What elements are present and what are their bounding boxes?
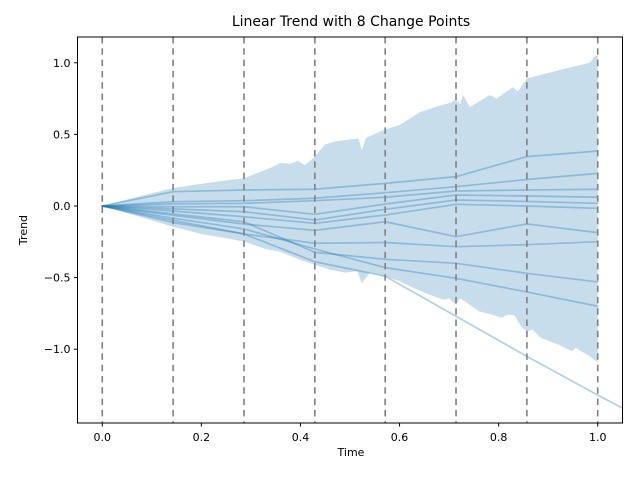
chart-title: Linear Trend with 8 Change Points	[231, 14, 471, 30]
x-tick-label: 0.6	[391, 431, 409, 444]
y-tick-label: 0.5	[53, 128, 71, 141]
trend-sample-9	[101, 205, 599, 283]
trend-sample-4	[101, 194, 599, 216]
trend-sample-2	[101, 172, 599, 207]
x-tick-label: 0.2	[193, 431, 211, 444]
trend-sample-6	[101, 203, 599, 225]
y-tick-label: 0.0	[53, 200, 71, 213]
trend-sample-8	[101, 205, 599, 248]
trend-sample-1	[101, 150, 599, 207]
y-tick-label: −0.5	[44, 272, 71, 285]
x-tick-label: 0.8	[490, 431, 508, 444]
uncertainty-band	[102, 55, 598, 363]
trend-sample-3	[101, 188, 599, 207]
trend-sample-5	[101, 199, 599, 221]
x-tick-label: 0.4	[292, 431, 310, 444]
x-tick-label: 0.0	[94, 431, 112, 444]
y-tick-label: 1.0	[53, 57, 71, 70]
plot-border	[77, 36, 623, 424]
y-tick-label: −1.0	[44, 343, 71, 356]
x-axis-label: Time	[337, 446, 365, 459]
trend-sample-10	[101, 205, 599, 308]
x-tick-label: 1.0	[589, 431, 607, 444]
trend-sample-7	[101, 205, 599, 238]
